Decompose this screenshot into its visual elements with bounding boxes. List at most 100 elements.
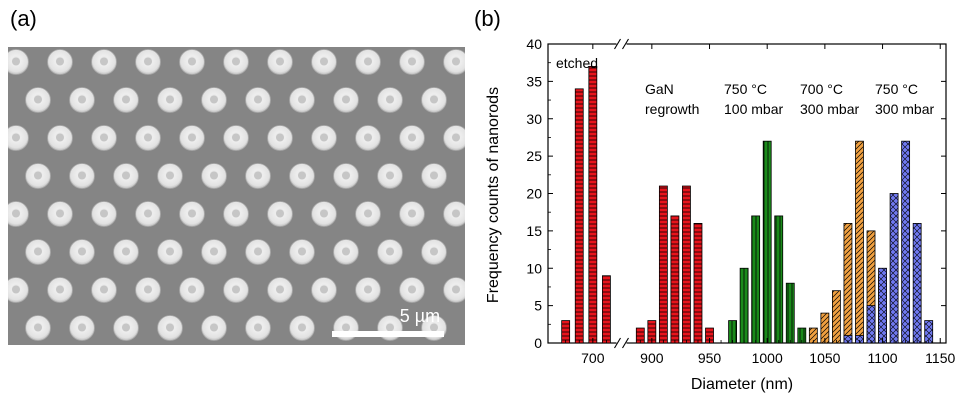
nanorod-center	[100, 285, 108, 294]
bar-hatch	[751, 215, 761, 344]
y-tick-label: 15	[526, 223, 542, 239]
nanorod-center	[298, 171, 306, 180]
nanorod-center	[144, 209, 152, 218]
plot-area: 0 5 10 15 20 25 30 35 40 700 900 950 1000 1050 1100 115…	[526, 36, 955, 366]
nanorod-center	[232, 133, 240, 142]
nanorod-center	[122, 323, 130, 332]
nanorod-center	[254, 95, 262, 104]
annotation-c2-temp: 700 °C	[800, 81, 843, 97]
annotation-gan: GaN	[645, 81, 674, 97]
nanorod-center	[78, 323, 86, 332]
nanorod-center	[232, 57, 240, 66]
nanorod-array	[8, 49, 465, 341]
bar-hatch	[561, 320, 571, 344]
nanorod-center	[320, 209, 328, 218]
nanorod-center	[320, 285, 328, 294]
nanorod-center	[386, 171, 394, 180]
x-axis-label: Diameter (nm)	[691, 376, 793, 393]
nanorod-center	[342, 247, 350, 256]
nanorod-center	[12, 57, 20, 66]
nanorod-center	[188, 285, 196, 294]
scale-bar	[332, 331, 444, 337]
nanorod-center	[12, 133, 20, 142]
axis-break-mark	[622, 38, 629, 50]
nanorod-center	[254, 247, 262, 256]
nanorod-center	[232, 285, 240, 294]
nanorod-center	[452, 285, 460, 294]
y-axis-label: Frequency counts of nanorods	[485, 87, 502, 303]
panel-a-label: (a)	[10, 6, 37, 31]
nanorod-center	[254, 171, 262, 180]
y-tick-label: 40	[526, 36, 542, 52]
nanorod-center	[320, 57, 328, 66]
nanorod-center	[430, 323, 438, 332]
bar-hatch	[866, 305, 876, 344]
nanorod-center	[12, 285, 20, 294]
bar-hatch	[682, 185, 691, 344]
x-tick-label: 1150	[925, 350, 955, 366]
nanorod-center	[386, 323, 394, 332]
nanorod-center	[144, 133, 152, 142]
nanorod-center	[188, 209, 196, 218]
y-tick-label: 5	[534, 298, 542, 314]
nanorod-center	[12, 209, 20, 218]
nanorod-center	[56, 133, 64, 142]
nanorod-center	[100, 133, 108, 142]
bar-hatch	[843, 222, 853, 344]
bar-hatch	[602, 275, 611, 344]
nanorod-center	[342, 171, 350, 180]
nanorod-center	[364, 133, 372, 142]
nanorod-center	[276, 285, 284, 294]
scale-bar-label: 5 µm	[400, 306, 440, 326]
nanorod-center	[188, 57, 196, 66]
bar-hatch	[762, 140, 772, 344]
nanorod-center	[144, 57, 152, 66]
nanorod-center	[34, 323, 42, 332]
bar-hatch	[739, 267, 749, 344]
nanorod-center	[122, 247, 130, 256]
x-tick-label: 1050	[809, 350, 840, 366]
nanorod-center	[122, 95, 130, 104]
nanorod-center	[166, 247, 174, 256]
nanorod-center	[166, 171, 174, 180]
x-tick-label: 1000	[752, 350, 783, 366]
bar-hatch	[855, 140, 864, 344]
y-tick-label: 20	[526, 186, 542, 202]
nanorod-center	[56, 209, 64, 218]
bar-hatch	[889, 193, 899, 344]
nanorod-center	[408, 285, 416, 294]
nanorod-center	[56, 57, 64, 66]
bar-hatch	[658, 185, 668, 344]
nanorod-center	[276, 133, 284, 142]
annotation-c3-temp: 750 °C	[875, 81, 918, 97]
bar-hatch	[774, 215, 784, 344]
nanorod-center	[254, 323, 262, 332]
nanorod-center	[364, 285, 372, 294]
annotation-c3-pressure: 300 mbar	[875, 101, 934, 117]
nanorod-center	[276, 57, 284, 66]
nanorod-center	[430, 247, 438, 256]
annotation-c1-temp: 750 °C	[724, 81, 767, 97]
y-tick-label: 30	[526, 111, 542, 127]
nanorod-center	[408, 133, 416, 142]
annotation-c1-pressure: 100 mbar	[724, 101, 783, 117]
nanorod-center	[408, 57, 416, 66]
y-tick-label: 35	[526, 73, 542, 89]
bar-hatch	[574, 88, 584, 344]
x-tick-label: 700	[581, 350, 605, 366]
bar-hatch	[912, 222, 922, 344]
nanorod-center	[298, 247, 306, 256]
nanorod-center	[320, 133, 328, 142]
annotation-regrowth: regrowth	[645, 101, 699, 117]
nanorod-center	[364, 57, 372, 66]
y-tick-label: 0	[534, 335, 542, 351]
nanorod-center	[56, 285, 64, 294]
annotation-c2-pressure: 300 mbar	[800, 101, 859, 117]
axis-break-mark	[622, 337, 629, 349]
bar-hatch	[924, 320, 934, 344]
x-tick-label: 900	[640, 350, 664, 366]
y-tick-label: 10	[526, 260, 542, 276]
nanorod-center	[34, 95, 42, 104]
bar-hatch	[670, 215, 680, 344]
nanorod-center	[166, 323, 174, 332]
